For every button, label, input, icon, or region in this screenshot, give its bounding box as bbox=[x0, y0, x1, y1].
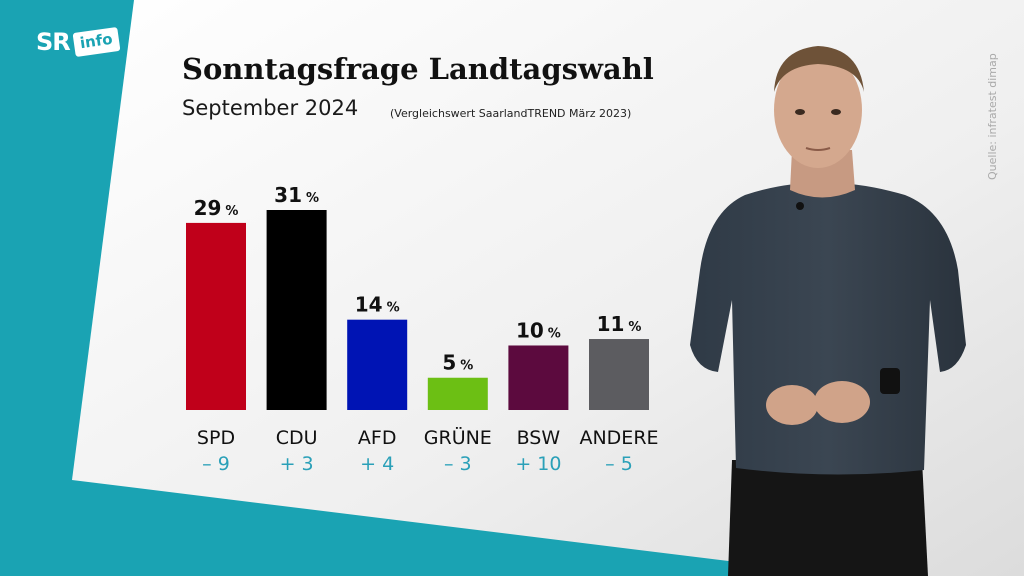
category-label-afd: AFD bbox=[358, 427, 397, 449]
category-label-andere: ANDERE bbox=[579, 427, 658, 449]
bar-spd bbox=[186, 222, 246, 410]
category-label-bsw: BSW bbox=[517, 427, 561, 449]
change-label-afd: + 4 bbox=[360, 453, 394, 475]
value-label-bsw: 10% bbox=[516, 318, 561, 342]
change-label-andere: – 5 bbox=[605, 453, 633, 475]
bar-andere bbox=[589, 339, 649, 410]
bar-bsw bbox=[508, 345, 569, 410]
bar-cdu bbox=[266, 210, 327, 410]
bar-chart: 29 % SPD – 9 31 % CDU + 3 14 % AFD + 4 5 % GRÜNE – 3 10%… bbox=[186, 183, 659, 475]
category-label-grüne: GRÜNE bbox=[424, 426, 492, 449]
logo-info-text: info bbox=[72, 27, 120, 57]
value-label-andere: 11% bbox=[597, 312, 642, 336]
logo-sr-text: SR bbox=[36, 28, 71, 56]
change-label-grüne: – 3 bbox=[444, 453, 472, 475]
source-label: Quelle: infratest dimap bbox=[986, 53, 999, 180]
value-label-grüne: 5% bbox=[442, 351, 473, 375]
value-label-cdu: 31% bbox=[274, 183, 319, 207]
value-label-afd: 14% bbox=[355, 293, 400, 317]
category-label-spd: SPD bbox=[197, 427, 235, 449]
comparison-note: (Vergleichswert SaarlandTREND März 2023) bbox=[390, 107, 632, 120]
value-label-spd: 29% bbox=[194, 196, 239, 220]
chart-subtitle: September 2024 bbox=[182, 96, 359, 120]
presenter-figure bbox=[690, 46, 966, 576]
category-label-cdu: CDU bbox=[276, 427, 318, 449]
change-label-bsw: + 10 bbox=[515, 453, 561, 475]
sr-info-logo: SR info bbox=[36, 27, 120, 57]
chart-title: Sonntagsfrage Landtagswahl bbox=[182, 52, 654, 86]
change-label-spd: – 9 bbox=[202, 453, 230, 475]
bar-afd bbox=[347, 319, 408, 410]
bar-grüne bbox=[427, 377, 488, 410]
change-label-cdu: + 3 bbox=[280, 453, 314, 475]
